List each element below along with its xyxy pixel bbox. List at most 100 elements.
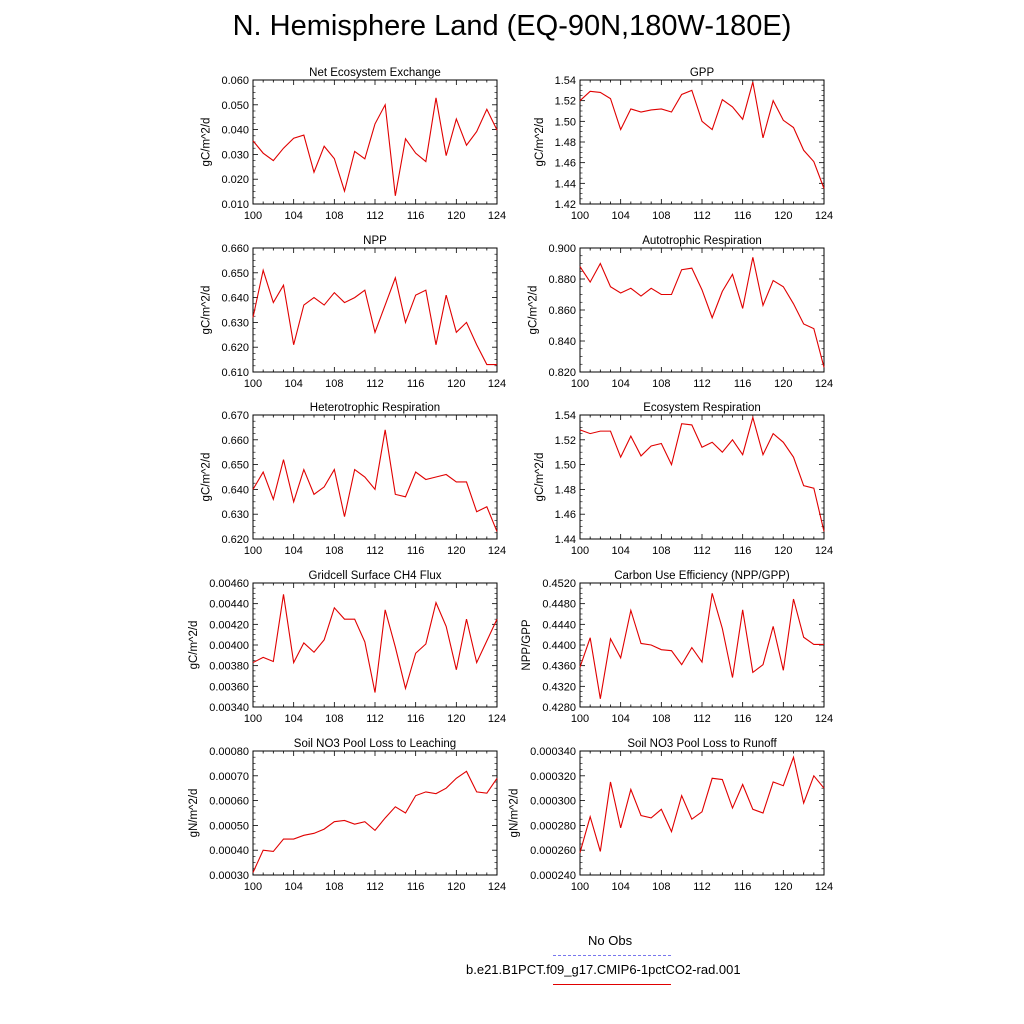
plot-frame [579, 750, 825, 876]
x-tick-label: 100 [571, 713, 589, 725]
x-tick-label: 116 [407, 881, 425, 893]
chart-panel-5: 100 104 108 112 116 120 124 0.620 0.630 0.640 0.65… [201, 402, 507, 557]
x-tick-label: 116 [407, 210, 425, 222]
x-tick-label: 108 [325, 713, 343, 725]
x-tick-label: 108 [325, 378, 343, 390]
series-line-1 [579, 755, 825, 853]
y-tick-label: 0.640 [221, 484, 249, 496]
y-tick-label: 1.50 [555, 116, 576, 128]
chart-title: GPP [690, 67, 715, 79]
x-tick-label: 104 [611, 713, 629, 725]
x-tick-label: 120 [774, 378, 792, 390]
y-tick-label: 0.4480 [542, 599, 576, 611]
chart-title: Ecosystem Respiration [643, 402, 761, 414]
y-tick-label: 0.880 [548, 274, 576, 286]
x-tick-label: 104 [284, 881, 302, 893]
x-tick-label: 124 [488, 545, 506, 557]
series-line-1 [252, 594, 498, 693]
y-tick-label: 0.640 [221, 293, 249, 305]
y-tick-label: 0.900 [548, 243, 576, 255]
y-tick-label: 1.50 [555, 460, 576, 472]
x-tick-label: 100 [244, 545, 262, 557]
y-tick-label: 0.00380 [209, 661, 249, 673]
y-tick-label: 0.610 [221, 367, 249, 379]
y-tick-label: 0.000320 [530, 771, 576, 783]
x-tick-label: 112 [366, 713, 384, 725]
x-tick-label: 100 [571, 210, 589, 222]
x-tick-label: 108 [325, 881, 343, 893]
y-tick-label: 1.48 [555, 484, 576, 496]
x-tick-label: 104 [611, 210, 629, 222]
x-tick-label: 112 [366, 881, 384, 893]
y-tick-label: 1.46 [555, 509, 576, 521]
y-tick-label: 0.00060 [209, 796, 249, 808]
series-line-1 [579, 415, 825, 532]
y-axis-label: gC/m^2/d [201, 286, 213, 335]
y-axis-label: gC/m^2/d [201, 453, 213, 502]
x-tick-label: 100 [244, 210, 262, 222]
series-line-1 [252, 429, 498, 532]
chart-panel-10: 100 104 108 112 116 120 124 0.000240 0.000260 0.0… [509, 738, 834, 893]
x-tick-label: 120 [774, 545, 792, 557]
series-line-1 [579, 593, 824, 699]
x-tick-label: 124 [815, 210, 833, 222]
chart-title: Net Ecosystem Exchange [309, 67, 441, 79]
y-tick-label: 0.040 [221, 125, 249, 137]
y-tick-label: 1.52 [555, 435, 576, 447]
y-tick-label: 0.000300 [530, 796, 576, 808]
x-tick-label: 116 [734, 545, 752, 557]
y-tick-label: 0.00040 [209, 845, 249, 857]
y-tick-label: 0.4400 [542, 640, 576, 652]
y-tick-label: 0.000240 [530, 870, 576, 882]
x-tick-label: 124 [815, 713, 833, 725]
x-tick-label: 108 [652, 210, 670, 222]
chart-title: Autotrophic Respiration [642, 235, 762, 247]
plot-frame [252, 247, 498, 373]
y-axis-label: gC/m^2/d [528, 286, 540, 335]
y-tick-label: 0.4520 [542, 578, 576, 590]
y-tick-label: 0.4280 [542, 702, 576, 714]
y-tick-label: 1.54 [555, 410, 576, 422]
y-axis-label: NPP/GPP [521, 619, 533, 670]
y-tick-label: 1.42 [555, 199, 576, 211]
x-tick-label: 120 [447, 713, 465, 725]
x-tick-label: 124 [488, 210, 506, 222]
chart-title: Soil NO3 Pool Loss to Leaching [294, 738, 456, 750]
chart-title: Heterotrophic Respiration [310, 402, 440, 414]
y-axis-label: gN/m^2/d [188, 789, 200, 838]
series-line-1 [252, 97, 498, 196]
x-tick-label: 124 [488, 881, 506, 893]
y-tick-label: 0.030 [221, 149, 249, 161]
x-tick-label: 124 [815, 545, 833, 557]
y-tick-label: 0.000260 [530, 845, 576, 857]
x-tick-label: 116 [734, 881, 752, 893]
x-tick-label: 100 [571, 881, 589, 893]
y-tick-label: 0.620 [221, 534, 249, 546]
y-tick-label: 0.060 [221, 75, 249, 87]
y-tick-label: 0.000340 [530, 746, 576, 758]
x-tick-label: 112 [693, 210, 711, 222]
x-tick-label: 108 [652, 378, 670, 390]
series-line-1 [252, 770, 498, 873]
y-tick-label: 0.00030 [209, 870, 249, 882]
chart-panel-1: 100 104 108 112 116 120 124 0.010 0.020 0.030 0.04… [201, 67, 507, 222]
x-tick-label: 112 [693, 881, 711, 893]
y-tick-label: 0.050 [221, 100, 249, 112]
plot-frame [252, 750, 498, 876]
y-tick-label: 0.00360 [209, 681, 249, 693]
x-tick-label: 116 [734, 378, 752, 390]
y-tick-label: 1.48 [555, 137, 576, 149]
chart-panel-4: 100 104 108 112 116 120 124 0.820 0.840 0.860 0.88… [528, 235, 834, 390]
x-tick-label: 100 [244, 713, 262, 725]
y-tick-label: 0.860 [548, 305, 576, 317]
x-tick-label: 108 [652, 545, 670, 557]
x-tick-label: 108 [652, 881, 670, 893]
y-tick-label: 0.00070 [209, 771, 249, 783]
y-tick-label: 0.660 [221, 435, 249, 447]
y-tick-label: 0.4360 [542, 661, 576, 673]
chart-panel-8: 100 104 108 112 116 120 124 0.4280 0.4320 0.4360 0… [521, 570, 833, 725]
x-tick-label: 120 [447, 545, 465, 557]
x-tick-label: 108 [325, 545, 343, 557]
x-tick-label: 124 [815, 378, 833, 390]
